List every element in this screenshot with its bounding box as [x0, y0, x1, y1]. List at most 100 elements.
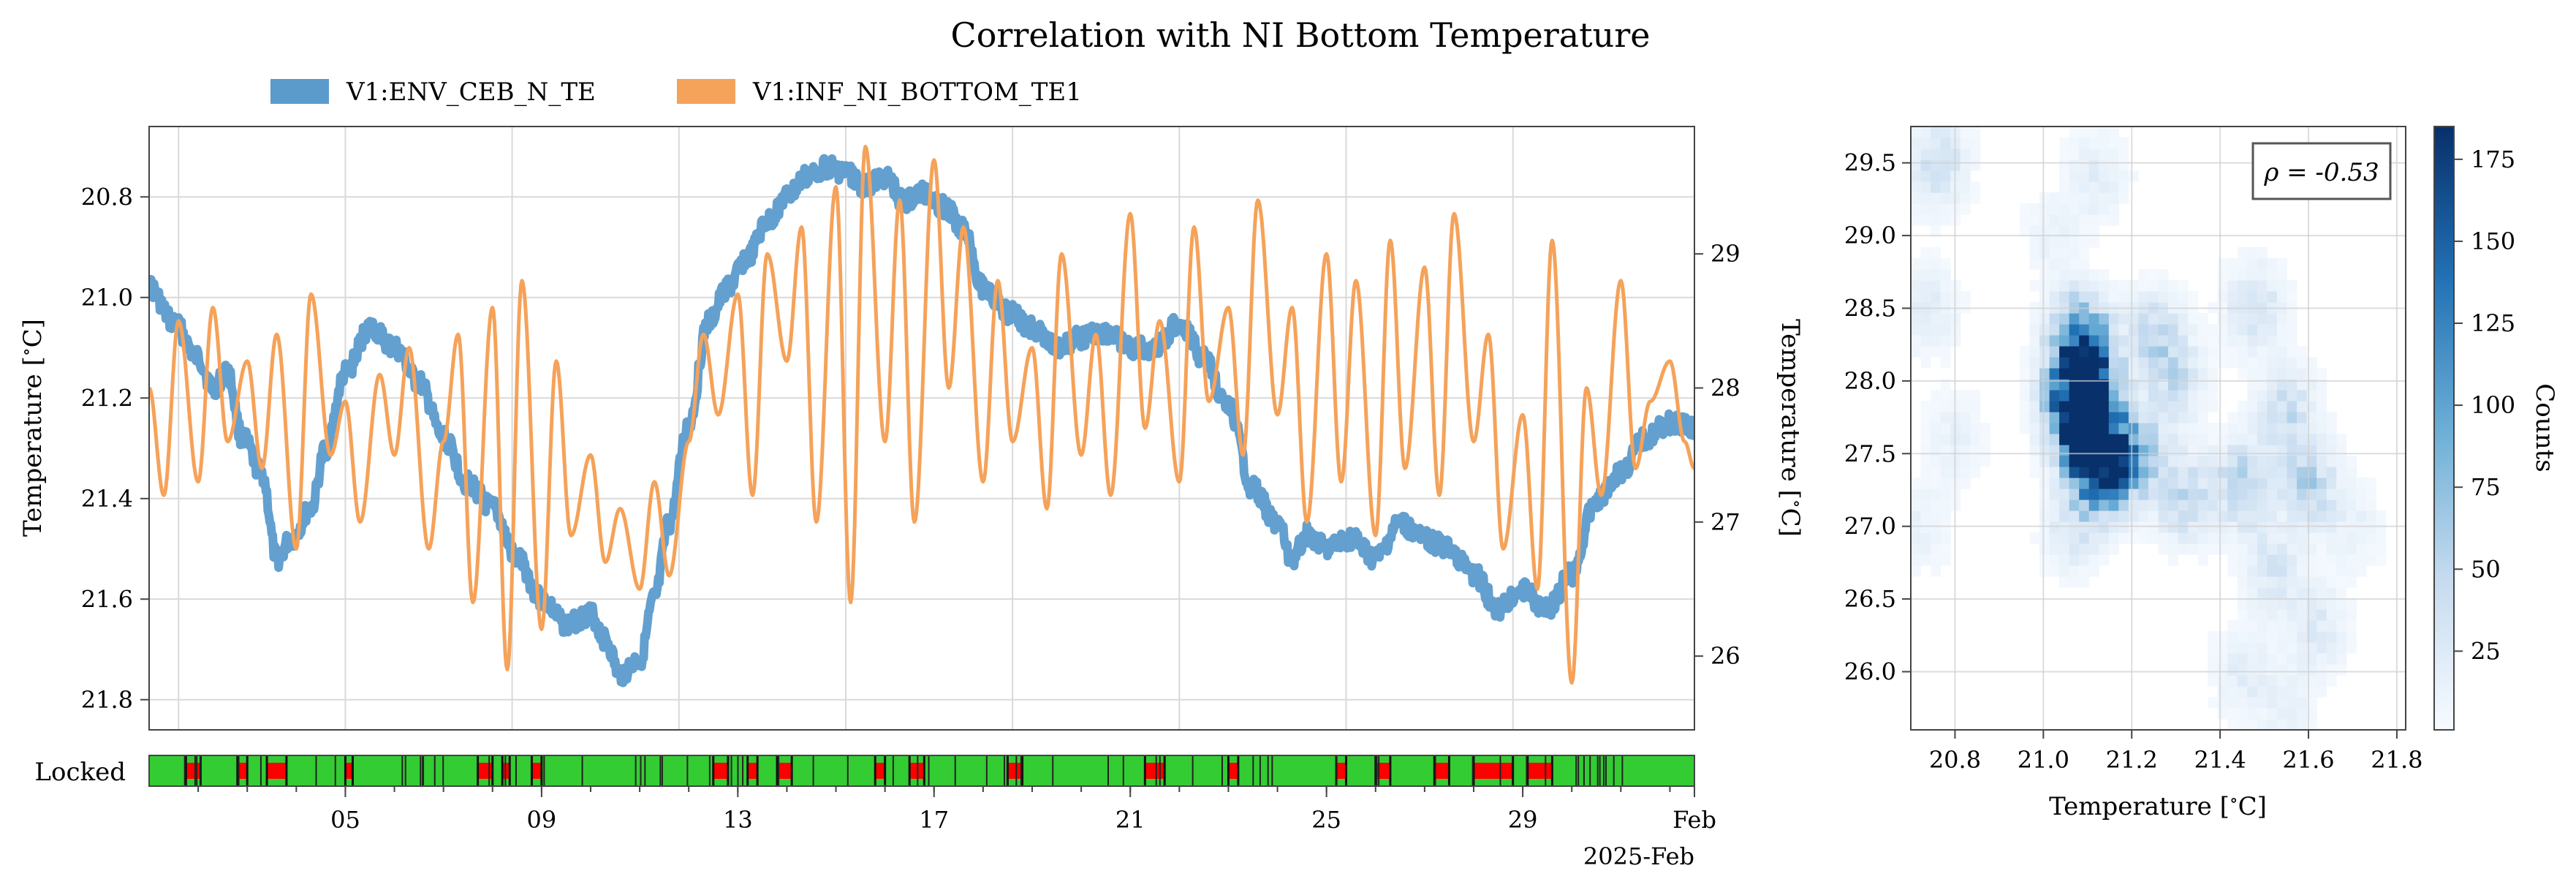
heatmap-cell [2099, 368, 2110, 380]
heatmap-cell [2118, 357, 2129, 369]
heatmap-cell [2227, 499, 2238, 511]
heatmap-cell [2297, 510, 2308, 522]
x-tick-label: 17 [919, 806, 949, 834]
heatmap-cell [2059, 478, 2070, 489]
heatmap-cell [2247, 609, 2258, 621]
heatmap-cell [2346, 554, 2357, 566]
heatmap-cell [1911, 346, 1922, 358]
heatmap-cell [1940, 291, 1951, 303]
heatmap-cell [2326, 467, 2337, 478]
heatmap-cell [2079, 434, 2090, 445]
heatmap-cell [2336, 664, 2347, 676]
heatmap-cell [2237, 609, 2248, 621]
heatmap-cell [2277, 609, 2288, 621]
heatmap-cell [2168, 434, 2179, 445]
heatmap-cell [2208, 478, 2219, 489]
heatmap-cell [2306, 456, 2317, 467]
heatmap-cell [2099, 521, 2110, 533]
heatmap-cell [2297, 456, 2308, 467]
heatmap-cell [2326, 434, 2337, 445]
heatmap-cell [2267, 510, 2278, 522]
heatmap-cell [2277, 357, 2288, 369]
heatmap-cell [2297, 719, 2308, 730]
unlocked-segment [1007, 763, 1023, 779]
status-bar-transition-marks [183, 755, 1624, 786]
heatmap-cell [1960, 423, 1971, 434]
heatmap-cell [2168, 521, 2179, 533]
heatmap-cell [2237, 412, 2248, 423]
heatmap-cell [2138, 434, 2149, 445]
heatmap-cell [2039, 192, 2050, 204]
heatmap-cell [2049, 258, 2060, 270]
heatmap-cell [2267, 291, 2278, 303]
heatmap-cell [2039, 434, 2050, 445]
heatmap-cell [2297, 554, 2308, 566]
heatmap-cell [2217, 456, 2228, 467]
heatmap-cell [1940, 379, 1951, 391]
heatmap-cell [2316, 576, 2327, 588]
unlocked-segment [909, 763, 925, 779]
heatmap-cell [2088, 565, 2099, 577]
heatmap-cell [2079, 192, 2090, 204]
heatmap-cell [2287, 521, 2297, 533]
heatmap-cell [2168, 467, 2179, 478]
heatmap-cell [2316, 489, 2327, 500]
heatmap-cell [2247, 653, 2258, 665]
heatmap-cell [2099, 478, 2110, 489]
heatmap-cell [2197, 346, 2208, 358]
heatmap-cell [2088, 510, 2099, 522]
heatmap-cell [2237, 478, 2248, 489]
heatmap-cell [2277, 379, 2288, 391]
heatmap-cell [2059, 456, 2070, 467]
heatmap-cell [2079, 467, 2090, 478]
heatmap-cell [2277, 686, 2288, 698]
heatmap-cell [2247, 280, 2258, 292]
heatmap-cell [2108, 203, 2119, 215]
heatmap-cell [2208, 532, 2219, 544]
heatmap-cell [2247, 269, 2258, 281]
heatmap-cell [2059, 390, 2070, 401]
heatmap-cell [1970, 423, 1981, 434]
heatmap-cell [2029, 324, 2040, 336]
heatmap-cell [2346, 598, 2357, 610]
heatmap-cell [2039, 379, 2050, 391]
heatmap-cell [2237, 719, 2248, 730]
heatmap-cell [2247, 510, 2258, 522]
heatmap-cell [2178, 467, 2189, 478]
heatmap-cell [2178, 335, 2189, 347]
heatmap-cell [2237, 313, 2248, 325]
heatmap-cell [2267, 675, 2278, 687]
heatmap-y-tick-label: 29.0 [1844, 222, 1896, 249]
heatmap-cell [2237, 357, 2248, 369]
heatmap-cell [1940, 521, 1951, 533]
heatmap-cell [2069, 499, 2080, 511]
heatmap-cell [2069, 412, 2080, 423]
heatmap-cell [2237, 653, 2248, 665]
heatmap-cell [2197, 313, 2208, 325]
heatmap-cell [1940, 357, 1951, 369]
heatmap-cell [2316, 423, 2327, 434]
colorbar-tick-label: 175 [2471, 146, 2515, 173]
heatmap-cell [2257, 510, 2268, 522]
heatmap-cell [2118, 368, 2129, 380]
heatmap-cells [1911, 127, 2387, 730]
heatmap-cell [2138, 412, 2149, 423]
heatmap-cell [2247, 576, 2258, 588]
heatmap-cell [2237, 576, 2248, 588]
heatmap-cell [2237, 675, 2248, 687]
heatmap-cell [1970, 412, 1981, 423]
heatmap-cell [2326, 587, 2337, 599]
heatmap-cell [2247, 423, 2258, 434]
heatmap-cell [2326, 609, 2337, 621]
heatmap-cell [2188, 489, 2199, 500]
heatmap-cell [2039, 313, 2050, 325]
heatmap-cell [2069, 247, 2080, 259]
heatmap-cell [2158, 346, 2169, 358]
heatmap-cell [2069, 127, 2080, 138]
heatmap-cell [2297, 379, 2308, 391]
heatmap-cell [2287, 719, 2297, 730]
heatmap-cell [2346, 510, 2357, 522]
heatmap-cell [2029, 434, 2040, 445]
heatmap-cell [2138, 324, 2149, 336]
heatmap-cell [2326, 554, 2337, 566]
